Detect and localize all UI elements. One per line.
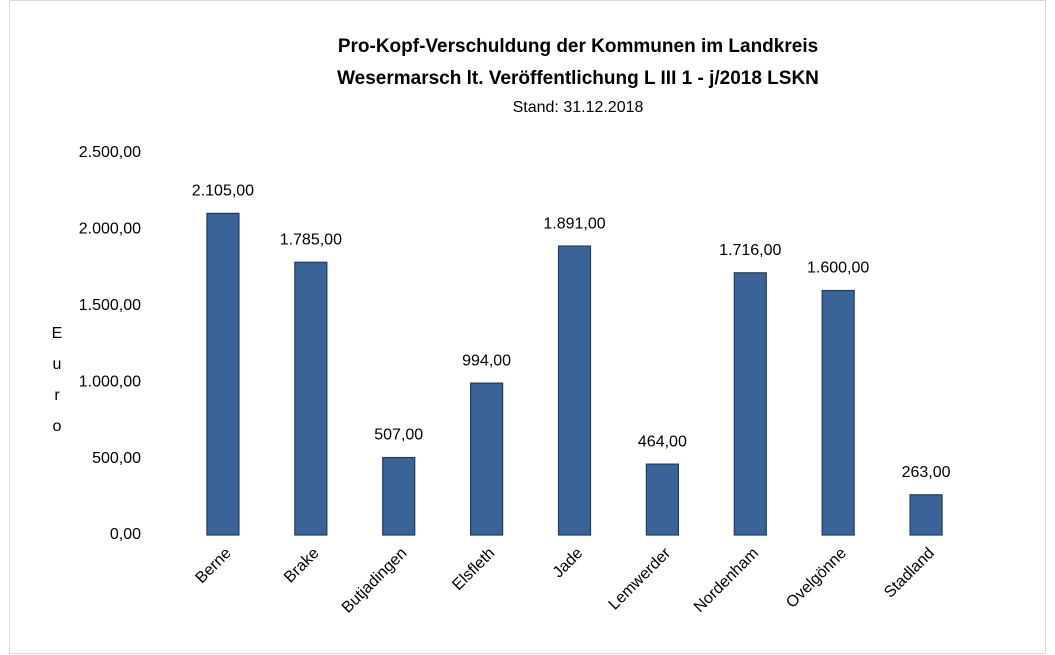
bar (733, 272, 767, 536)
data-label: 1.891,00 (543, 215, 605, 232)
data-label: 1.600,00 (807, 260, 869, 277)
bar (909, 494, 943, 536)
bar (206, 212, 240, 536)
chart-subtitle: Stand: 31.12.2018 (513, 99, 644, 116)
bar (382, 456, 416, 536)
data-label: 507,00 (374, 427, 423, 444)
bar (557, 245, 592, 536)
y-tick-label: 2.000,00 (79, 221, 141, 238)
chart-title: Pro-Kopf-Verschuldung der Kommunen im La… (338, 36, 818, 57)
y-tick-label: 1.000,00 (79, 373, 141, 390)
bar (294, 261, 328, 536)
data-label: 2.105,00 (192, 183, 254, 200)
y-tick-label: 2.500,00 (79, 144, 141, 161)
chart-title: Wesermarsch lt. Veröffentlichung L III 1… (337, 68, 819, 89)
y-tick-label: 500,00 (92, 450, 141, 467)
y-tick-label: 1.500,00 (79, 297, 141, 314)
y-axis-label: Euro (49, 325, 66, 449)
data-label: 1.785,00 (280, 231, 342, 248)
data-label: 464,00 (638, 433, 687, 450)
bar (645, 463, 679, 536)
data-label: 994,00 (462, 352, 511, 369)
y-tick-label: 0,00 (110, 526, 141, 543)
bar (470, 382, 504, 536)
data-label: 263,00 (902, 464, 951, 481)
data-label: 1.716,00 (719, 242, 781, 259)
chart-border (9, 0, 1046, 654)
bar (821, 289, 855, 536)
